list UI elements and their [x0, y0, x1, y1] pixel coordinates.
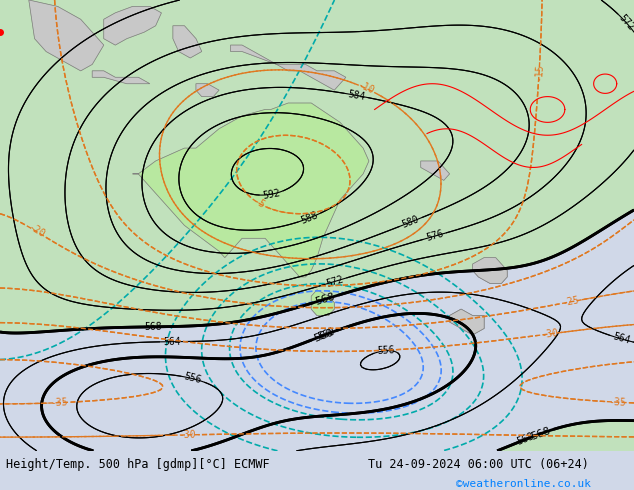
- Text: -25: -25: [561, 295, 580, 308]
- Polygon shape: [29, 0, 104, 71]
- Text: -15: -15: [534, 63, 545, 82]
- Text: 568: 568: [516, 431, 536, 447]
- Polygon shape: [472, 258, 507, 283]
- Text: 588: 588: [299, 210, 320, 226]
- Polygon shape: [450, 309, 484, 335]
- Text: ©weatheronline.co.uk: ©weatheronline.co.uk: [456, 479, 592, 489]
- Text: Tu 24-09-2024 06:00 UTC (06+24): Tu 24-09-2024 06:00 UTC (06+24): [368, 458, 588, 471]
- Polygon shape: [311, 290, 334, 316]
- Polygon shape: [173, 26, 202, 58]
- Polygon shape: [472, 258, 507, 283]
- Text: 576: 576: [425, 229, 444, 244]
- Text: -30: -30: [540, 328, 559, 340]
- Text: 580: 580: [401, 214, 421, 230]
- Polygon shape: [231, 45, 346, 90]
- Polygon shape: [133, 103, 369, 277]
- Text: 568: 568: [529, 425, 552, 442]
- Polygon shape: [104, 6, 162, 45]
- Text: -5: -5: [251, 196, 266, 210]
- Text: 556: 556: [183, 372, 203, 386]
- Text: 584: 584: [347, 89, 366, 102]
- Polygon shape: [196, 84, 219, 97]
- Text: 556: 556: [377, 345, 395, 356]
- Text: 564: 564: [611, 332, 631, 346]
- Polygon shape: [311, 290, 334, 316]
- Text: -30: -30: [178, 430, 195, 440]
- Polygon shape: [421, 161, 450, 180]
- Text: 560: 560: [313, 327, 335, 343]
- Polygon shape: [133, 103, 369, 277]
- Text: -35: -35: [50, 397, 68, 408]
- Polygon shape: [29, 0, 104, 71]
- Text: 572: 572: [617, 13, 634, 32]
- Text: -35: -35: [608, 397, 626, 408]
- Text: Height/Temp. 500 hPa [gdmp][°C] ECMWF: Height/Temp. 500 hPa [gdmp][°C] ECMWF: [6, 458, 270, 471]
- Polygon shape: [92, 71, 150, 84]
- Polygon shape: [231, 45, 346, 90]
- Text: 560: 560: [316, 326, 337, 342]
- Polygon shape: [173, 26, 202, 58]
- Text: 592: 592: [262, 188, 281, 201]
- Polygon shape: [421, 161, 450, 180]
- Polygon shape: [450, 309, 484, 335]
- Text: 568: 568: [144, 322, 162, 332]
- Text: 564: 564: [163, 337, 181, 347]
- Polygon shape: [92, 71, 150, 84]
- Polygon shape: [196, 84, 219, 97]
- Text: -20: -20: [26, 222, 46, 240]
- Text: -10: -10: [356, 80, 376, 97]
- Polygon shape: [104, 6, 162, 45]
- Text: 572: 572: [325, 274, 345, 289]
- Text: 568: 568: [314, 291, 337, 307]
